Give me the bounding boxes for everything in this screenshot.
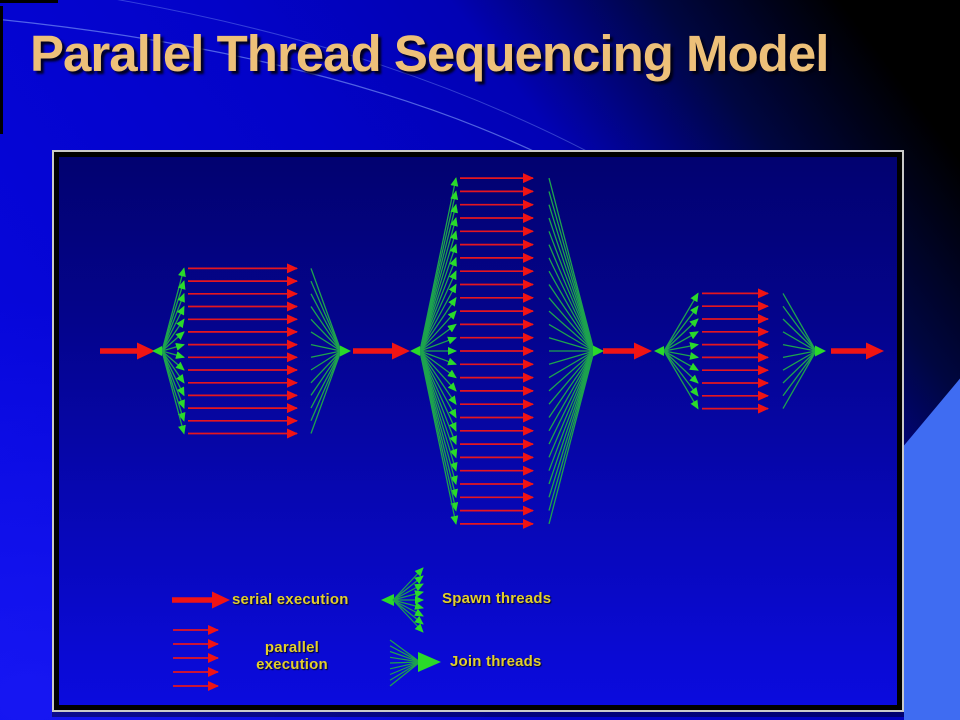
arc-line-2: [116, 0, 601, 159]
edge-artifact-left: [0, 6, 3, 134]
legend-parallel-arrows: [173, 625, 219, 691]
legend-parallel-line2: execution: [256, 656, 328, 673]
corner-wedge: [904, 378, 960, 720]
fan-2: [654, 288, 826, 414]
legend-spawn-glyph: [381, 567, 424, 633]
legend-parallel-line1: parallel: [264, 639, 320, 656]
legend-spawn-label: Spawn threads: [442, 590, 552, 607]
edge-artifact-top: [0, 0, 58, 3]
legend-serial-arrow: [172, 591, 230, 609]
fan-1: [410, 173, 604, 529]
legend-join-label: Join threads: [450, 653, 542, 670]
legend-parallel-label: parallel execution: [240, 639, 344, 673]
legend-serial-label: serial execution: [232, 591, 349, 608]
arc-line-1: [0, 18, 549, 159]
legend-join-glyph: [389, 639, 441, 687]
page-title: Parallel Thread Sequencing Model: [30, 25, 829, 82]
fan-0: [152, 263, 351, 439]
serial-arrows: [100, 342, 884, 360]
